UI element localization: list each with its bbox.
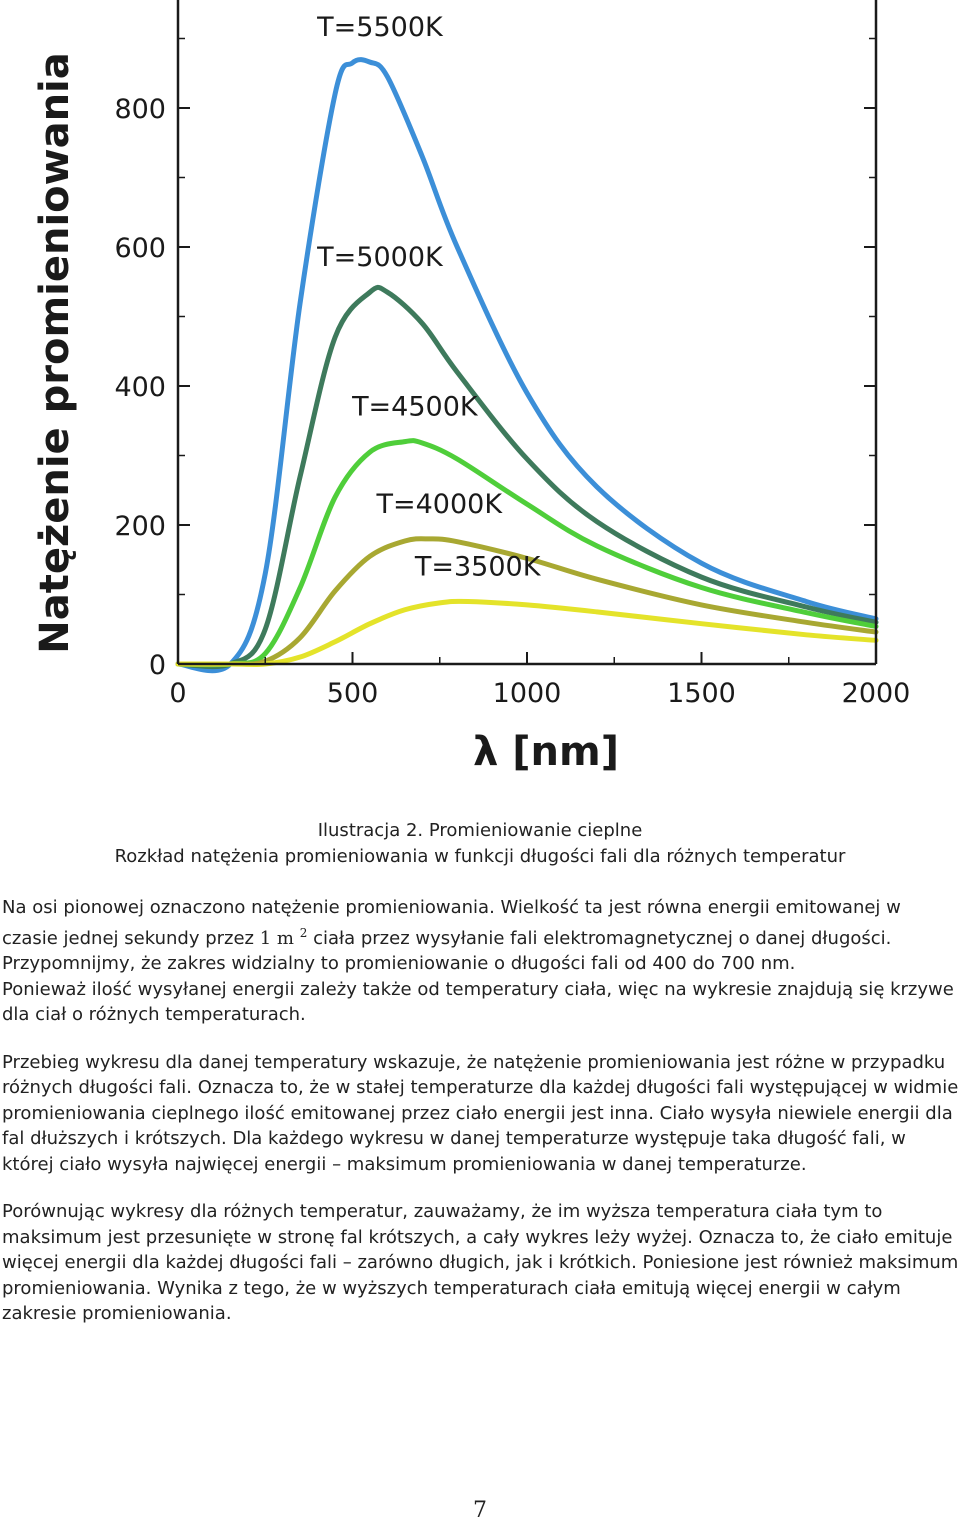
paragraph-1: Na osi pionowej oznaczono natężenie prom… xyxy=(2,895,960,1028)
y-axis-title: Natężenie promieniowania xyxy=(32,52,78,654)
y-tick-label: 200 xyxy=(114,511,166,542)
y-tick-label: 800 xyxy=(114,94,166,125)
x-tick-label: 2000 xyxy=(842,678,911,709)
curve-label-t-5000k: T=5000K xyxy=(316,242,444,273)
x-tick-label: 1000 xyxy=(493,678,562,709)
x-tick-label: 1500 xyxy=(667,678,736,709)
curve-label-t-3500k: T=3500K xyxy=(414,551,542,582)
x-tick-label: 0 xyxy=(169,678,186,709)
curve-labels: T=5500K T=5000K T=4500K T=4000K T=3500K xyxy=(316,12,542,582)
paragraph-1-text-c: Ponieważ ilość wysyłanej energii zależy … xyxy=(2,978,954,1026)
caption-subtitle: Rozkład natężenia promieniowania w funkc… xyxy=(114,846,846,867)
page-number: 7 xyxy=(473,1498,487,1523)
y-tick-label: 400 xyxy=(114,372,166,403)
curve-t-4000k xyxy=(175,536,879,667)
curve-label-t-5500k: T=5500K xyxy=(316,12,444,43)
y-tick-label: 600 xyxy=(114,233,166,264)
paragraph-3: Porównując wykresy dla różnych temperatu… xyxy=(2,1201,959,1324)
figure-caption: Ilustracja 2. Promieniowanie cieplne Roz… xyxy=(0,818,960,870)
caption-title: Ilustracja 2. Promieniowanie cieplne xyxy=(317,820,643,841)
curve-label-t-4500k: T=4500K xyxy=(351,392,479,423)
planck-chart: 0 200 400 600 800 0 500 1000 1500 2000 T=5500K T=… xyxy=(32,0,910,775)
x-ticks: 0 500 1000 1500 2000 xyxy=(169,652,910,709)
curve-t-5500k xyxy=(175,57,879,674)
curve-t-5000k xyxy=(175,284,879,670)
y-ticks: 0 200 400 600 800 xyxy=(114,37,876,681)
x-tick-label: 500 xyxy=(327,678,379,709)
paragraph-1-text-a: Na osi pionowej oznaczono natężenie prom… xyxy=(2,897,901,949)
curve-label-t-4000k: T=4000K xyxy=(376,489,504,520)
y-tick-label: 0 xyxy=(149,650,166,681)
x-axis-title: λ [nm] xyxy=(473,729,619,775)
unit-square-meter: 1 m 2 xyxy=(259,925,308,949)
body-text: Na osi pionowej oznaczono natężenie prom… xyxy=(2,895,960,1349)
paragraph-2: Przebieg wykresu dla danej temperatury w… xyxy=(2,1051,959,1175)
curve-t-4500k xyxy=(175,438,879,668)
paragraph-1-text-b: ciała przez wysyłanie fali elektromagnet… xyxy=(2,927,892,975)
